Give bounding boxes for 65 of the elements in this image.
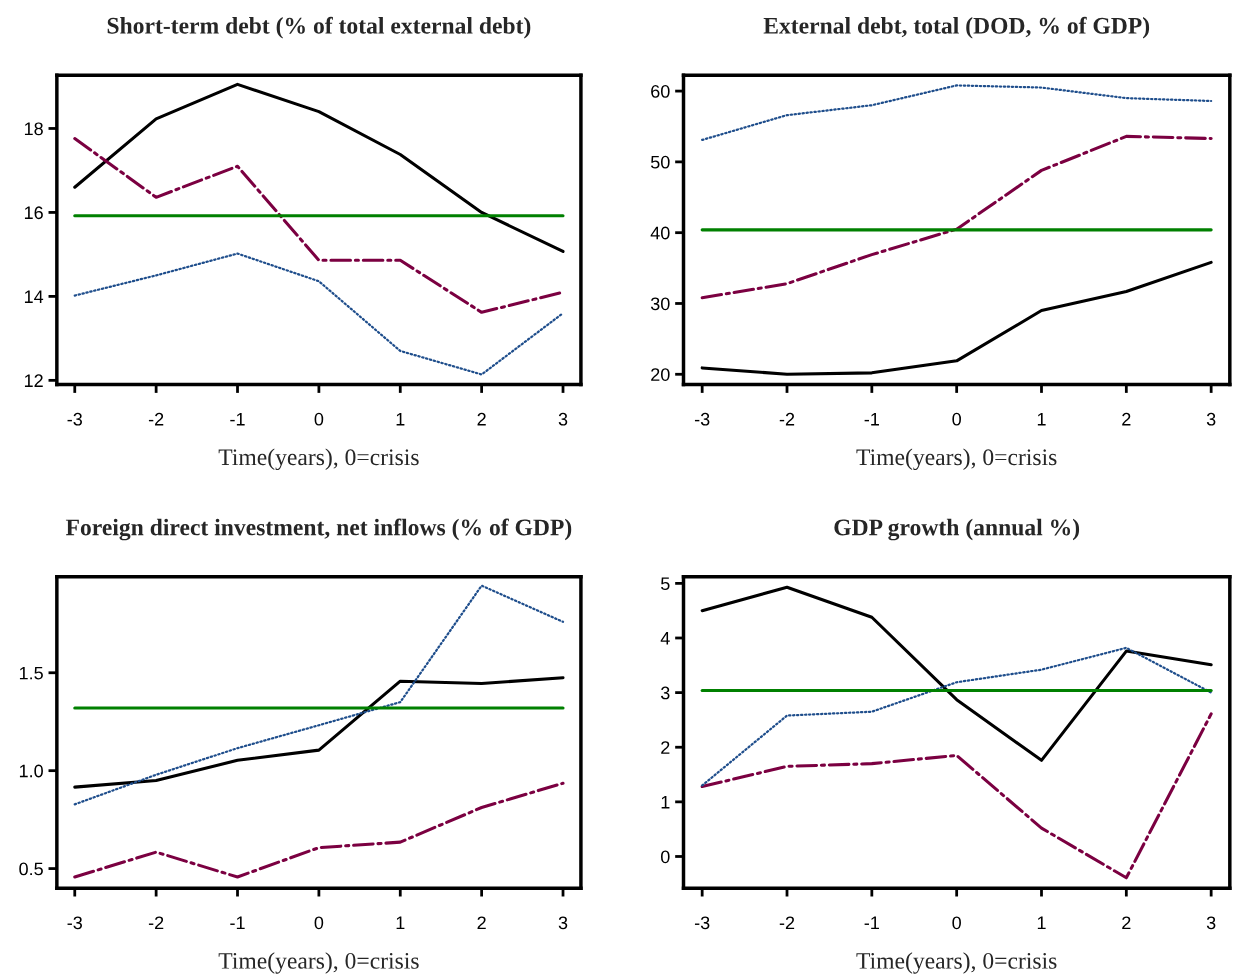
x-tick-label: 2 xyxy=(477,412,486,426)
y-tick-label: 4 xyxy=(660,632,670,645)
x-tick-label: 2 xyxy=(1122,916,1131,930)
x-tick-label: 1 xyxy=(396,412,405,426)
y-tick-label: 5 xyxy=(661,577,670,591)
line-series xyxy=(73,781,565,879)
x-tick-label: 3 xyxy=(1206,916,1216,930)
x-tick-label: -3 xyxy=(694,412,710,426)
x-tick-label: -1 xyxy=(864,916,879,930)
y-tick-label: 1 xyxy=(661,795,670,809)
line-series xyxy=(700,712,1213,880)
x-tick-label: 3 xyxy=(558,916,568,930)
x-tick-label: 0 xyxy=(952,412,961,426)
line-series xyxy=(700,134,1213,300)
line-series xyxy=(701,84,1213,142)
x-tick-label: -3 xyxy=(694,916,710,930)
x-tick-label: 2 xyxy=(1122,412,1131,426)
x-tick-label: -3 xyxy=(67,412,82,426)
x-axis-title: Time(years), 0=crisis xyxy=(856,952,1057,974)
y-tick-label: 60 xyxy=(651,85,670,98)
chart-title: Short-term debt (% of total external debt) xyxy=(107,16,531,39)
y-tick-label: 50 xyxy=(650,155,670,169)
x-tick-label: -2 xyxy=(148,916,164,930)
x-tick-label: 3 xyxy=(1206,412,1216,426)
x-tick-label: 1 xyxy=(1037,916,1046,930)
line-series xyxy=(700,260,1213,376)
x-axis-title: Time(years), 0=crisis xyxy=(218,448,419,471)
x-tick-label: 0 xyxy=(314,916,324,930)
x-axis-title: Time(years), 0=crisis xyxy=(218,952,419,974)
y-tick-label: 40 xyxy=(650,226,670,240)
y-tick-label: 20 xyxy=(651,368,670,381)
y-tick-label: 3 xyxy=(660,686,670,700)
line-series xyxy=(700,585,1213,762)
x-tick-label: -2 xyxy=(779,916,795,930)
chart-title: GDP growth (annual %) xyxy=(834,518,1080,541)
x-tick-label: -2 xyxy=(779,412,795,426)
x-tick-label: 2 xyxy=(477,916,486,930)
x-tick-label: 0 xyxy=(314,412,324,426)
x-tick-label: -2 xyxy=(148,412,164,426)
x-tick-label: -1 xyxy=(230,412,245,426)
x-tick-label: 0 xyxy=(952,916,961,930)
y-tick-label: 18 xyxy=(24,122,43,136)
y-tick-label: 2 xyxy=(661,741,670,754)
y-tick-label: 12 xyxy=(24,374,43,387)
y-tick-label: 0 xyxy=(660,850,670,864)
y-tick-label: 1.5 xyxy=(19,666,43,680)
x-tick-label: 3 xyxy=(558,412,568,426)
line-series xyxy=(701,646,1213,787)
chart-title: External debt, total (DOD, % of GDP) xyxy=(763,16,1150,39)
chart-title: Foreign direct investment, net inflows (% of GDP) xyxy=(65,518,572,541)
y-tick-label: 30 xyxy=(650,297,670,311)
y-tick-label: 1.0 xyxy=(19,764,43,778)
line-series xyxy=(73,252,565,376)
y-tick-label: 0.5 xyxy=(19,862,43,876)
x-tick-label: -1 xyxy=(864,412,879,426)
line-series xyxy=(73,676,565,789)
line-series xyxy=(73,584,565,806)
x-tick-label: 1 xyxy=(396,916,405,930)
y-tick-label: 14 xyxy=(24,290,44,303)
x-tick-label: -3 xyxy=(67,916,82,930)
x-axis-title: Time(years), 0=crisis xyxy=(856,448,1057,471)
line-series xyxy=(73,82,565,253)
x-tick-label: -1 xyxy=(230,916,245,930)
x-tick-label: 1 xyxy=(1037,412,1046,426)
y-tick-label: 16 xyxy=(24,206,43,220)
